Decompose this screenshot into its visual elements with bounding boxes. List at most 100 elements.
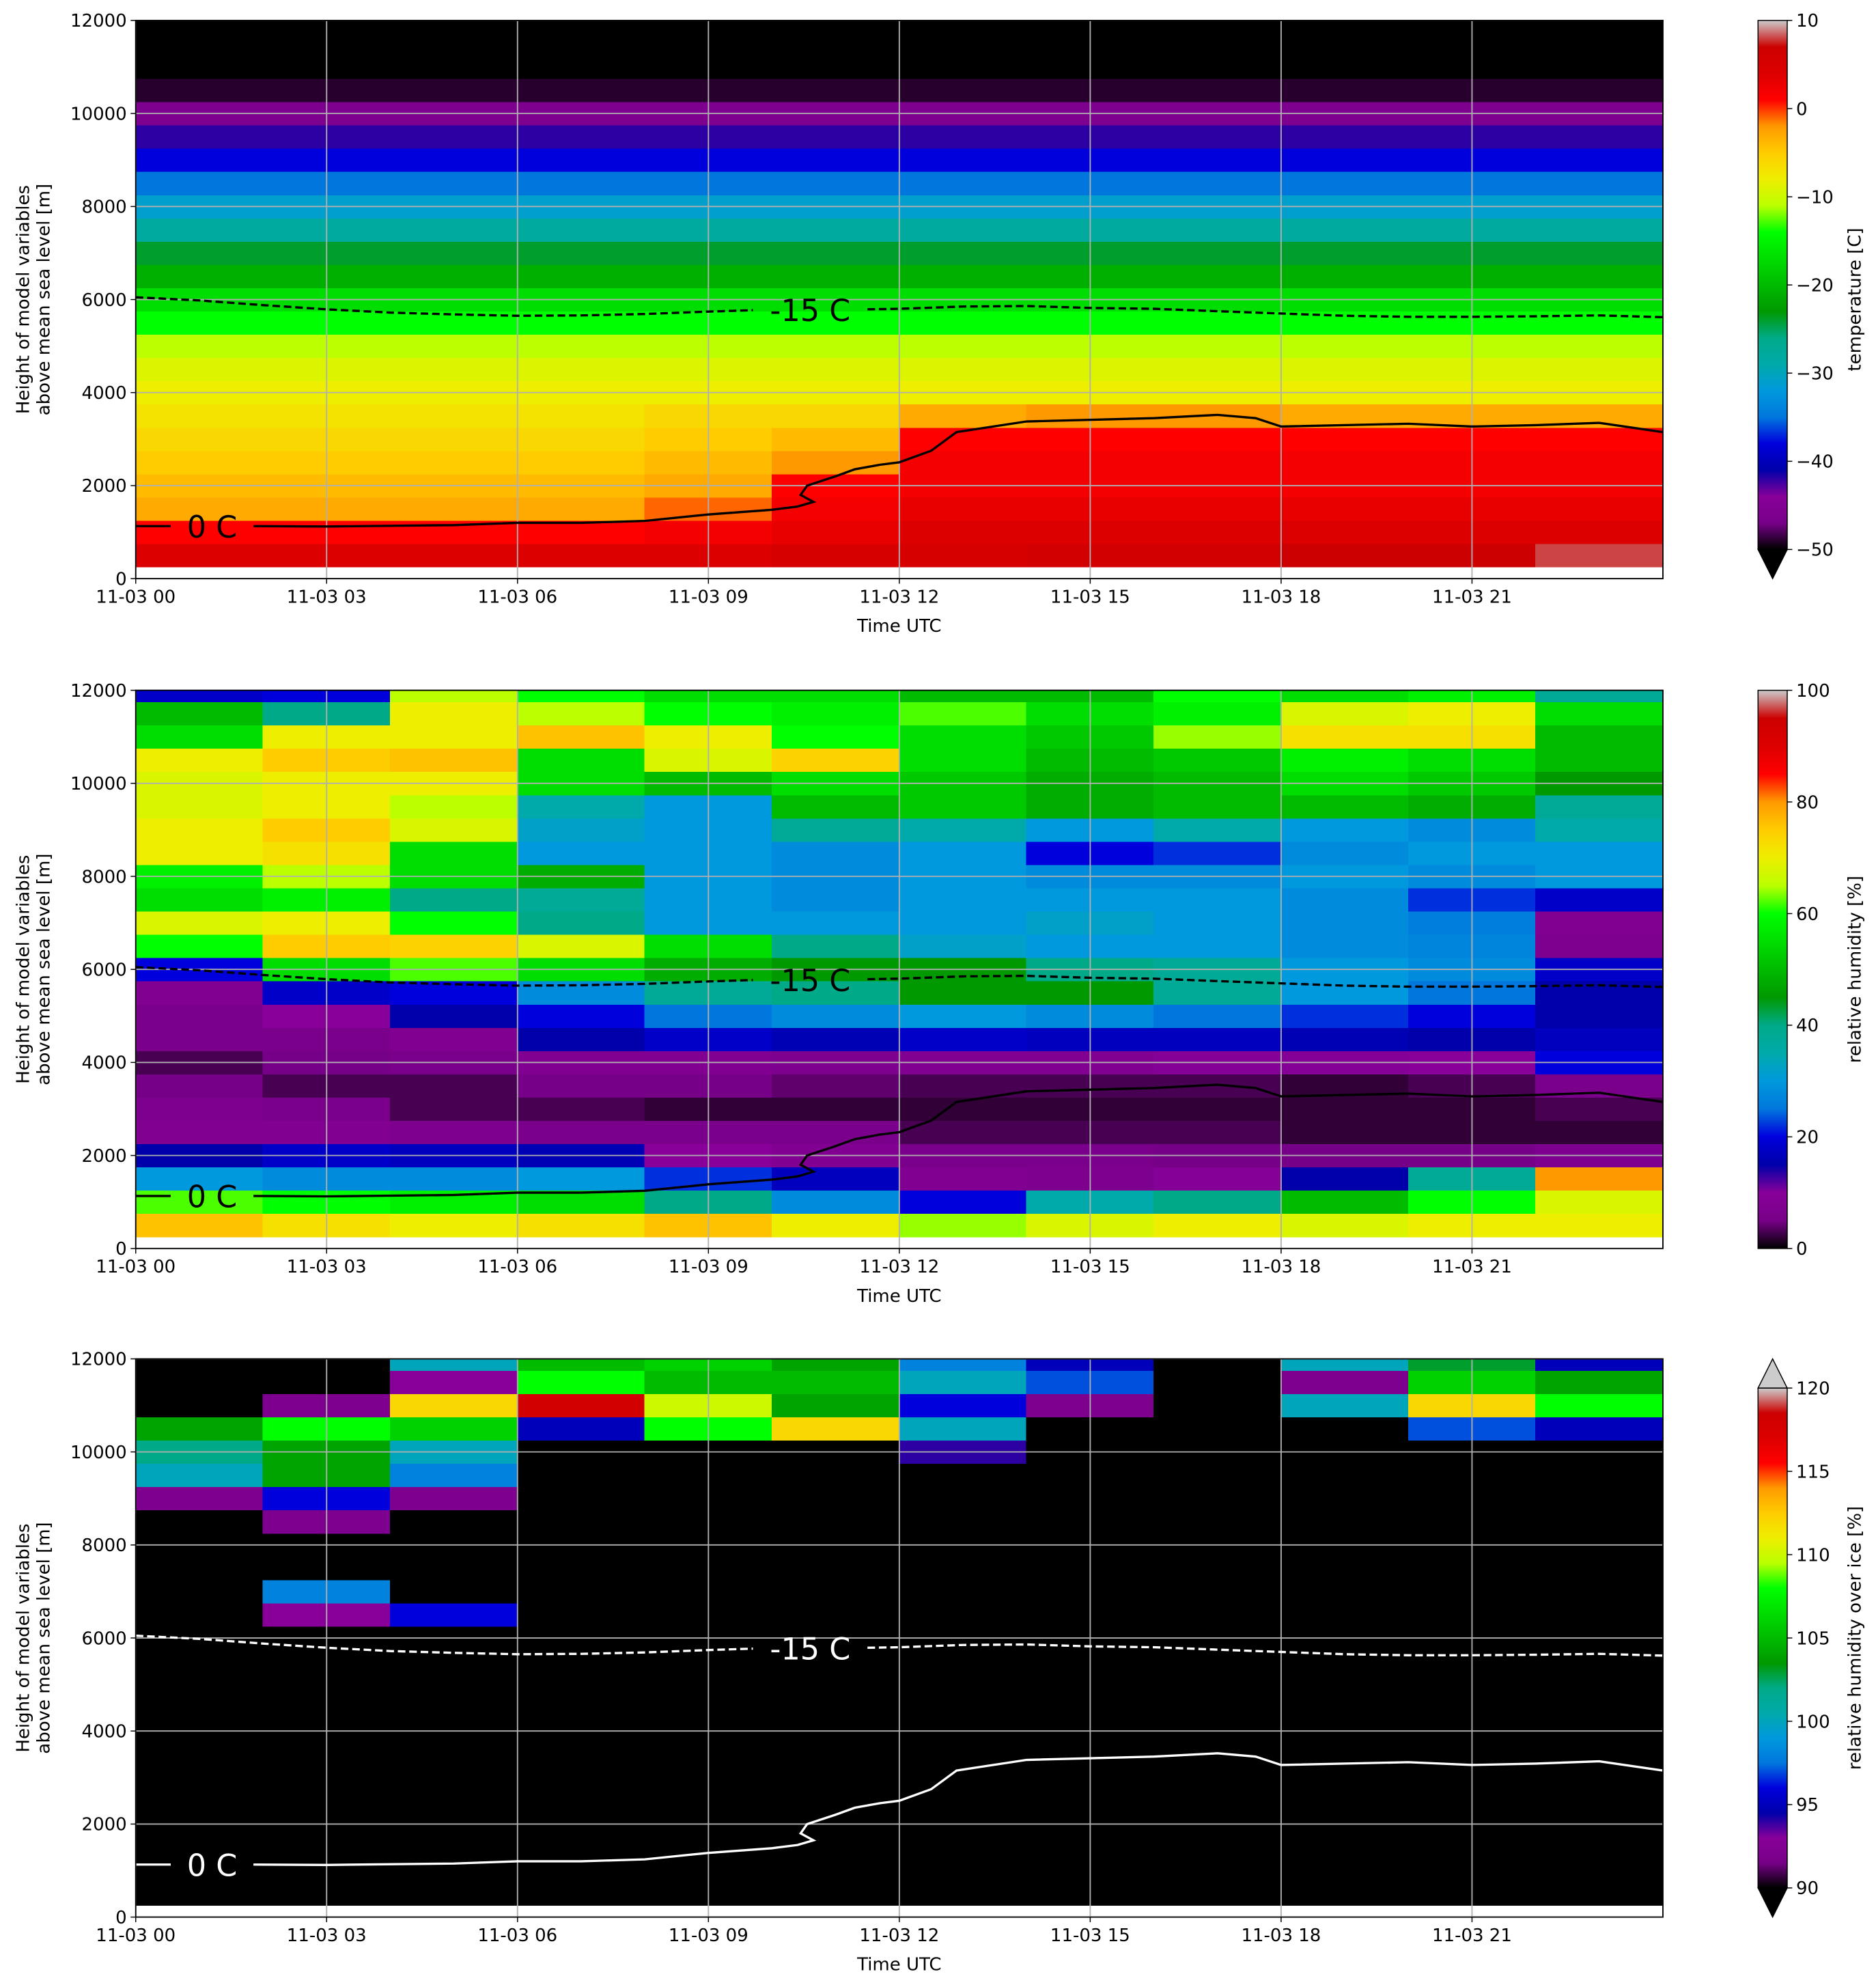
heatmap-cell [1535, 31, 1663, 56]
heatmap-cell [899, 1213, 1027, 1238]
x-tick-label: 11-03 09 [669, 1926, 748, 1946]
contour-label: -15 C [770, 963, 850, 999]
heatmap-cell [1535, 124, 1663, 149]
heatmap-cell [772, 1765, 900, 1790]
colorbar-extend-max [1757, 1357, 1789, 1389]
heatmap-cell [1280, 171, 1409, 195]
heatmap-cell [1535, 1788, 1663, 1813]
heatmap-cell [1280, 520, 1409, 544]
heatmap-cell [1280, 55, 1409, 79]
heatmap-cell [517, 1510, 645, 1534]
heatmap-cell [1153, 1463, 1282, 1488]
heatmap-cell [899, 1579, 1027, 1604]
heatmap-cell [135, 31, 264, 56]
colorbar-tick-label: 60 [1796, 904, 1819, 925]
x-tick-label: 11-03 21 [1432, 587, 1512, 607]
heatmap-cell [772, 311, 900, 335]
colorbar [1757, 689, 1788, 1249]
y-tick-label: 2000 [82, 1815, 127, 1835]
heatmap-cell [1535, 171, 1663, 195]
heatmap-cell [517, 334, 645, 359]
heatmap-cell [389, 217, 518, 242]
y-tick-label: 2000 [82, 1146, 127, 1167]
heatmap-cell [1153, 1190, 1282, 1214]
x-tick-label: 11-03 06 [477, 587, 557, 607]
heatmap-cell [389, 450, 518, 475]
y-tick-label: 10000 [70, 774, 127, 794]
heatmap-cell [1280, 887, 1409, 912]
heatmap-cell [389, 171, 518, 195]
heatmap-cell [1280, 1788, 1409, 1813]
heatmap-cell [389, 1463, 518, 1488]
heatmap-cell [389, 980, 518, 1005]
contour-label: 0 C [187, 1180, 238, 1215]
colorbar-tick-label: −40 [1796, 452, 1834, 473]
heatmap-cell [1535, 1672, 1663, 1697]
heatmap-cell [1153, 1510, 1282, 1534]
heatmap-cell [135, 1370, 264, 1394]
heatmap-cell [517, 1190, 645, 1214]
colorbar-tick-label: −50 [1796, 540, 1834, 561]
heatmap-cell [389, 148, 518, 172]
heatmap-cell [389, 1213, 518, 1238]
y-tick-label: 0 [115, 569, 127, 589]
heatmap-cell [899, 1417, 1027, 1441]
panel: 11-03 00 11-03 03 11-03 06 11-03 09 11-03 12… [14, 11, 1866, 637]
heatmap-cell [135, 1835, 264, 1859]
heatmap-cell [389, 1486, 518, 1511]
colorbar-tick-label: 110 [1796, 1545, 1830, 1566]
y-axis-label: Height of model variables [14, 855, 34, 1084]
heatmap-cell [1280, 1167, 1409, 1191]
x-tick-label: 11-03 12 [859, 1926, 939, 1946]
heatmap-cell [772, 725, 900, 749]
heatmap-cell [389, 1510, 518, 1534]
heatmap-cell [389, 1742, 518, 1766]
heatmap-cell [517, 1765, 645, 1790]
heatmap-cell [1153, 240, 1282, 265]
heatmap-cell [1535, 450, 1663, 475]
heatmap-cell [1153, 980, 1282, 1005]
heatmap-cell [1535, 1579, 1663, 1604]
heatmap-cell [135, 841, 264, 865]
heatmap-cell [135, 911, 264, 935]
colorbar-tick-label: 120 [1796, 1378, 1830, 1399]
heatmap-cell [899, 1695, 1027, 1720]
heatmap-cell [135, 1463, 264, 1488]
heatmap-cell [772, 1556, 900, 1581]
heatmap-cell [1153, 171, 1282, 195]
heatmap-cell [899, 497, 1027, 521]
contour-line [135, 296, 1663, 319]
heatmap-cell [1280, 1393, 1409, 1418]
heatmap-cell [899, 1556, 1027, 1581]
y-tick-label: 8000 [82, 1536, 127, 1556]
heatmap-cell [772, 1463, 900, 1488]
heatmap-cell [899, 701, 1027, 726]
heatmap-cell [389, 543, 518, 568]
y-tick-label: 10000 [70, 104, 127, 124]
heatmap-cell [517, 701, 645, 726]
heatmap-cell [389, 701, 518, 726]
heatmap-cell [1153, 1835, 1282, 1859]
heatmap-cell [772, 148, 900, 172]
heatmap-cell [517, 264, 645, 288]
heatmap-cell [517, 78, 645, 102]
heatmap-cell [772, 334, 900, 359]
heatmap-cell [772, 404, 900, 428]
colorbar-tick-label: 0 [1796, 1239, 1808, 1260]
heatmap-cell [1280, 240, 1409, 265]
heatmap-cell [389, 690, 518, 703]
heatmap-cell [389, 1097, 518, 1122]
colorbar-tick-label: 20 [1796, 1128, 1819, 1148]
heatmap-cell [1280, 1463, 1409, 1488]
heatmap-cell [1280, 1695, 1409, 1720]
heatmap-cell [389, 1765, 518, 1790]
heatmap-cell [1280, 1602, 1409, 1627]
heatmap-cell [389, 1003, 518, 1028]
y-tick-label: 0 [115, 1239, 127, 1260]
heatmap-cell [772, 1027, 900, 1051]
heatmap-cell [389, 1672, 518, 1697]
heatmap-cell [1280, 1213, 1409, 1238]
colorbar-tick-label: −20 [1796, 275, 1834, 296]
contour-label: -15 C [770, 1632, 850, 1667]
